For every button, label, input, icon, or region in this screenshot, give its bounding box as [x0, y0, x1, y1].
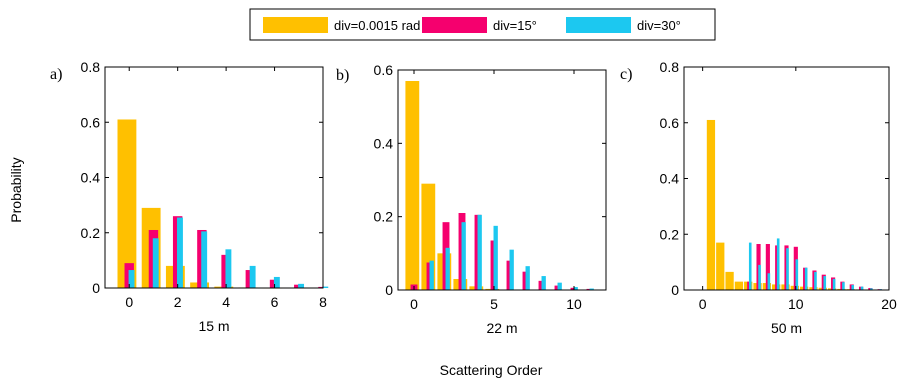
bar: [201, 231, 208, 288]
x-tick-label: 0: [410, 296, 418, 312]
x-tick-label: 6: [271, 294, 279, 310]
bar: [117, 119, 137, 288]
panel-x-label: 22 m: [486, 320, 517, 336]
x-tick-label: 0: [699, 296, 707, 312]
bar: [748, 242, 752, 290]
bar: [706, 119, 716, 291]
legend-label: div=0.0015 rad: [334, 18, 420, 33]
legend-label: div=30°: [637, 18, 681, 33]
y-tick-label: 0.8: [660, 59, 680, 75]
x-tick-label: 2: [174, 294, 182, 310]
bar: [870, 288, 873, 290]
bar: [832, 278, 836, 290]
y-tick-label: 0.6: [374, 62, 394, 78]
y-tick-label: 0: [385, 282, 393, 298]
bar: [786, 248, 789, 290]
bar: [493, 225, 498, 290]
bar: [860, 286, 864, 290]
bar: [298, 283, 305, 288]
legend-label: div=15°: [493, 18, 537, 33]
bar: [445, 247, 450, 290]
x-tick-label: 4: [222, 294, 230, 310]
bar: [557, 282, 562, 290]
y-tick-label: 0.8: [81, 59, 101, 75]
legend-swatch: [566, 17, 631, 33]
chart-panel: 0 0.2 0.4 0.6 0.8 0 2 4 6 8 15 m a): [50, 59, 329, 334]
bar: [725, 271, 734, 290]
bar: [461, 222, 466, 290]
bar: [823, 276, 827, 290]
bar: [716, 242, 725, 290]
bar: [765, 244, 770, 290]
chart-panels: 0 0.2 0.4 0.6 0.8 0 2 4 6 8 15 m a) 0 0.2 0.4 0.6 0 5 10 22…: [50, 59, 897, 336]
bar: [429, 260, 434, 290]
y-tick-label: 0: [92, 280, 100, 296]
chart-panel: 0 0.2 0.4 0.6 0.8 0 10 20 50 m c): [620, 59, 897, 336]
y-tick-label: 0.4: [660, 171, 680, 187]
x-tick-label: 5: [490, 296, 498, 312]
y-axis-label: Probability: [8, 157, 24, 222]
panel-label: a): [50, 66, 62, 83]
bar: [851, 284, 855, 290]
x-tick-label: 20: [881, 296, 897, 312]
bar: [249, 265, 256, 288]
bar: [177, 217, 183, 288]
legend-swatch: [263, 17, 328, 33]
panel-x-label: 50 m: [771, 320, 802, 336]
y-tick-label: 0.4: [374, 135, 394, 151]
bar: [322, 286, 329, 288]
y-tick-label: 0.6: [660, 115, 680, 131]
y-tick-label: 0.6: [81, 114, 101, 130]
bar: [541, 276, 546, 290]
bar: [589, 288, 594, 290]
bar: [405, 81, 420, 290]
y-tick-label: 0.2: [81, 225, 101, 241]
chart-panel: 0 0.2 0.4 0.6 0 5 10 22 m b): [336, 62, 607, 336]
x-axis-label: Scattering Order: [440, 362, 543, 378]
y-tick-label: 0.4: [81, 170, 101, 186]
x-tick-label: 0: [125, 294, 133, 310]
bar: [795, 259, 799, 290]
bar: [814, 271, 817, 290]
bar: [509, 249, 514, 290]
bar: [525, 266, 530, 290]
y-tick-label: 0.2: [374, 209, 394, 225]
bar: [734, 281, 744, 290]
bar: [804, 267, 808, 290]
bar: [128, 270, 135, 288]
bar: [573, 287, 578, 290]
x-tick-label: 8: [319, 294, 327, 310]
x-tick-label: 10: [566, 296, 582, 312]
axes-frame: [397, 69, 607, 291]
bar: [273, 276, 280, 288]
axes-frame: [104, 66, 324, 289]
bar: [842, 282, 845, 290]
legend-swatch: [422, 17, 487, 33]
bar: [767, 273, 771, 290]
panel-label: b): [336, 67, 349, 84]
bar: [152, 238, 159, 288]
bar: [477, 214, 482, 290]
y-tick-label: 0: [671, 282, 679, 298]
bar: [758, 264, 761, 290]
bar: [776, 238, 780, 290]
legend: div=0.0015 rad div=15° div=30°: [249, 8, 716, 41]
y-tick-label: 0.2: [660, 226, 680, 242]
bar: [225, 249, 232, 288]
panel-x-label: 15 m: [198, 318, 229, 334]
panel-label: c): [620, 66, 632, 83]
x-tick-label: 10: [788, 296, 804, 312]
